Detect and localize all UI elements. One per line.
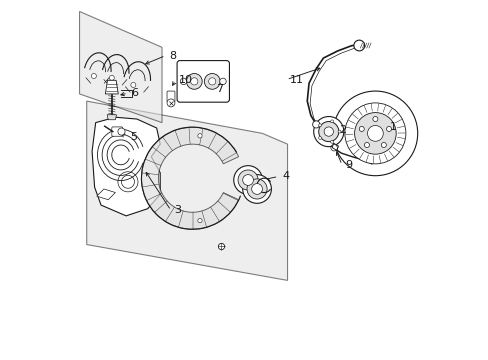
FancyBboxPatch shape	[112, 127, 122, 136]
Circle shape	[386, 126, 391, 131]
Polygon shape	[86, 101, 287, 280]
FancyBboxPatch shape	[167, 91, 175, 102]
FancyBboxPatch shape	[177, 60, 229, 102]
Circle shape	[332, 91, 417, 176]
Circle shape	[190, 78, 198, 85]
Circle shape	[198, 134, 202, 138]
Circle shape	[208, 78, 215, 85]
Circle shape	[242, 175, 253, 185]
Circle shape	[131, 82, 136, 87]
Circle shape	[91, 73, 96, 78]
Circle shape	[242, 175, 271, 203]
Text: 4: 4	[282, 171, 289, 181]
Circle shape	[318, 136, 321, 139]
Circle shape	[233, 166, 262, 194]
Text: 2: 2	[339, 125, 346, 135]
Circle shape	[372, 117, 377, 122]
Circle shape	[330, 140, 333, 143]
Circle shape	[167, 99, 175, 107]
Text: 8: 8	[169, 50, 176, 60]
Polygon shape	[107, 115, 116, 120]
Circle shape	[364, 143, 369, 148]
Circle shape	[312, 121, 319, 128]
Circle shape	[318, 122, 338, 141]
Circle shape	[186, 73, 202, 89]
Circle shape	[204, 73, 220, 89]
Polygon shape	[92, 117, 160, 216]
Polygon shape	[142, 127, 238, 229]
Text: 9: 9	[345, 160, 352, 170]
Circle shape	[337, 130, 340, 133]
Circle shape	[118, 128, 125, 135]
Text: 6: 6	[131, 88, 138, 98]
Circle shape	[381, 143, 386, 148]
Circle shape	[109, 75, 114, 80]
Circle shape	[354, 113, 395, 154]
Circle shape	[198, 219, 202, 223]
Circle shape	[330, 120, 333, 123]
Circle shape	[313, 117, 343, 147]
Text: 1: 1	[389, 122, 396, 132]
Circle shape	[219, 78, 226, 85]
Polygon shape	[97, 189, 115, 200]
Text: 3: 3	[174, 206, 181, 216]
Polygon shape	[80, 12, 162, 123]
Circle shape	[367, 126, 383, 141]
Circle shape	[324, 127, 333, 136]
Text: 11: 11	[289, 75, 304, 85]
Text: 10: 10	[179, 75, 193, 85]
Circle shape	[359, 126, 364, 131]
Circle shape	[251, 184, 262, 194]
Circle shape	[180, 78, 186, 85]
Circle shape	[238, 170, 258, 190]
Circle shape	[353, 40, 364, 51]
Text: 7: 7	[216, 84, 223, 94]
Circle shape	[344, 103, 405, 164]
Circle shape	[246, 179, 266, 199]
Text: 5: 5	[129, 132, 137, 142]
Circle shape	[318, 124, 321, 127]
Polygon shape	[332, 143, 338, 150]
Polygon shape	[105, 80, 118, 94]
